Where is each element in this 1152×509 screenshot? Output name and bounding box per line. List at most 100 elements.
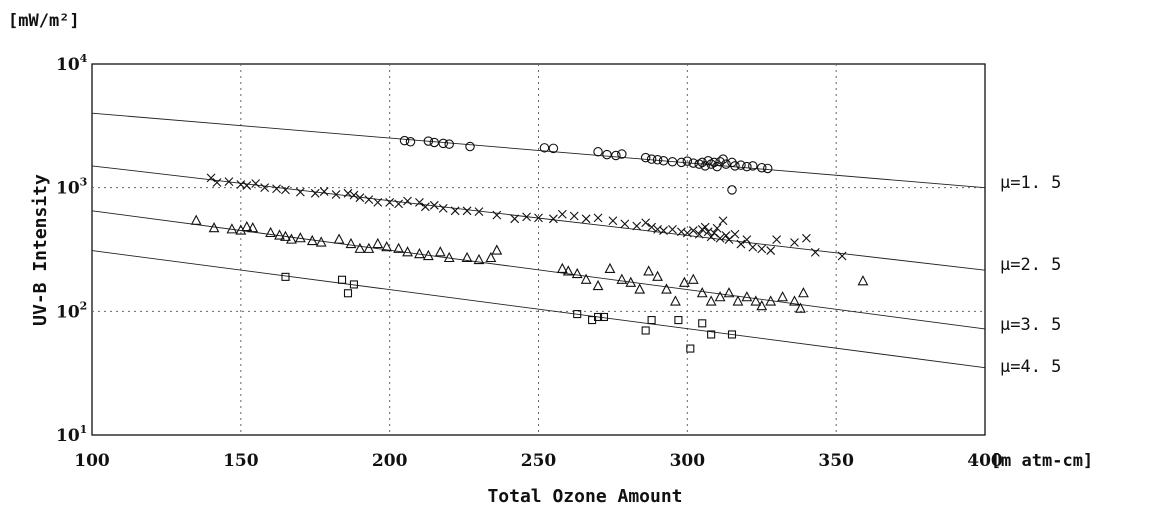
data-point-triangle	[723, 287, 735, 298]
data-point-x	[394, 199, 403, 209]
data-point-x	[474, 207, 484, 217]
data-point-triangle	[696, 287, 708, 298]
data-point-triangle	[592, 279, 604, 291]
data-point-circle	[667, 157, 678, 167]
data-point-triangle	[306, 234, 318, 246]
data-point-triangle	[414, 247, 425, 259]
data-point-triangle	[190, 214, 202, 225]
data-point-triangle	[354, 242, 366, 253]
data-point-triangle	[556, 262, 568, 274]
data-point-circle	[640, 152, 651, 163]
data-point-triangle	[678, 276, 690, 287]
data-point-triangle	[280, 230, 291, 241]
data-point-x	[420, 202, 430, 212]
data-point-circle	[405, 137, 416, 147]
data-point-triangle	[777, 291, 789, 302]
data-point-circle	[703, 156, 713, 166]
data-point-x	[772, 235, 782, 245]
data-point-triangle	[580, 273, 592, 284]
data-point-x	[700, 222, 710, 232]
data-point-x	[721, 231, 731, 240]
x-tick-label: 250	[521, 451, 557, 471]
data-point-triangle	[393, 242, 405, 253]
data-point-triangle	[333, 233, 345, 244]
y-tick-label: 104	[56, 52, 88, 75]
data-point-triangle	[604, 262, 616, 274]
data-point-x	[810, 247, 820, 257]
data-point-x	[522, 212, 531, 222]
data-point-square	[698, 319, 707, 328]
data-point-x	[206, 173, 216, 183]
data-point-circle	[646, 154, 657, 164]
data-point-circle	[682, 156, 693, 166]
x-tick-label: 100	[74, 451, 110, 471]
data-point-triangle	[705, 295, 717, 306]
data-point-circle	[742, 161, 752, 172]
data-point-square	[343, 289, 353, 298]
data-point-x	[364, 195, 374, 205]
data-point-x	[757, 244, 767, 254]
data-point-square	[337, 275, 347, 284]
y-unit-label: [mW/m²]	[8, 11, 80, 31]
x-tick-label: 400	[967, 451, 1003, 471]
fit-line	[91, 250, 986, 369]
data-point-triangle	[616, 273, 628, 284]
data-point-triangle	[795, 302, 806, 313]
data-points	[190, 135, 869, 353]
data-point-square	[641, 326, 650, 335]
data-point-triangle	[274, 229, 285, 240]
data-point-x	[349, 190, 359, 200]
data-point-triangle	[741, 291, 753, 302]
data-point-triangle	[670, 295, 681, 306]
data-point-triangle	[315, 236, 327, 247]
data-point-x	[319, 187, 329, 196]
data-point-triangle	[345, 237, 357, 249]
data-point-x	[668, 224, 677, 234]
data-point-x	[694, 229, 704, 239]
data-point-triangle	[789, 295, 800, 306]
data-point-triangle	[756, 300, 768, 311]
data-point-circle	[712, 161, 722, 172]
data-point-circle	[756, 162, 767, 173]
data-point-circle	[721, 159, 731, 169]
data-point-triangle	[294, 232, 306, 243]
data-point-x	[492, 210, 502, 220]
data-point-square	[573, 310, 582, 319]
data-point-x	[790, 238, 799, 247]
data-point-x	[557, 209, 567, 219]
data-point-x	[715, 233, 725, 243]
data-point-x	[620, 219, 630, 229]
data-point-x	[742, 235, 752, 245]
data-point-x	[766, 246, 776, 255]
data-point-x	[837, 251, 847, 261]
data-point-circle	[736, 160, 746, 170]
data-point-x	[343, 188, 353, 198]
data-point-triangle	[491, 244, 503, 255]
data-point-x	[450, 206, 460, 216]
data-point-circle	[748, 161, 758, 171]
data-point-triangle	[485, 251, 497, 263]
data-point-circle	[697, 157, 707, 168]
data-point-x	[295, 187, 305, 197]
data-point-triangle	[286, 233, 297, 244]
data-point-x	[659, 226, 668, 235]
data-point-circle	[688, 158, 699, 168]
data-point-triangle	[625, 276, 637, 287]
data-point-x	[581, 214, 591, 224]
data-point-triangle	[750, 295, 762, 306]
data-point-circle	[700, 161, 710, 171]
data-point-square	[281, 272, 290, 281]
data-point-triangle	[857, 275, 869, 286]
data-point-circle	[539, 143, 550, 153]
data-point-triangle	[634, 283, 646, 294]
data-point-square	[647, 316, 656, 325]
data-point-x	[373, 198, 383, 207]
x-axis-unit: [m atm-cm]	[991, 451, 1093, 471]
data-point-circle	[465, 141, 475, 152]
data-point-circle	[617, 149, 627, 159]
data-point-triangle	[443, 251, 455, 263]
data-point-triangle	[247, 222, 259, 233]
data-point-square	[707, 330, 716, 339]
data-point-circle	[438, 138, 448, 149]
data-point-triangle	[732, 295, 744, 306]
